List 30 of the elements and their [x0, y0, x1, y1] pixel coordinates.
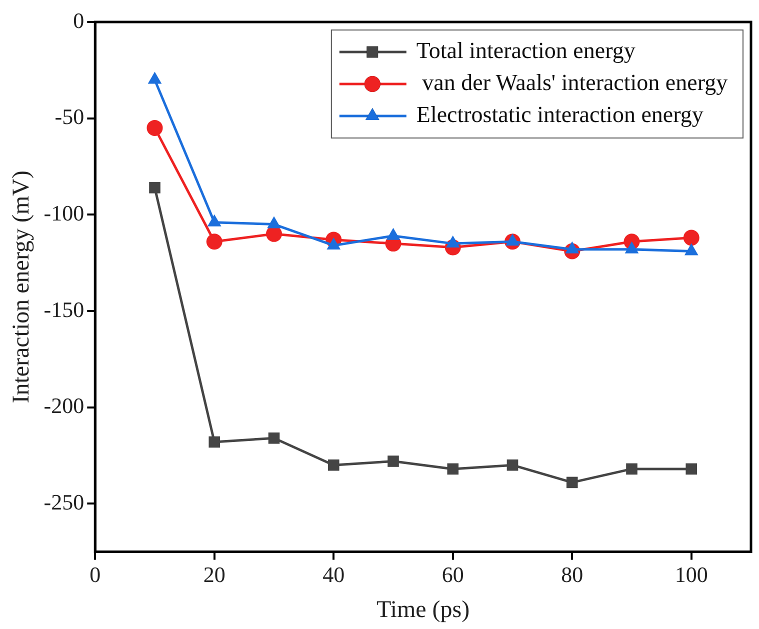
- point: [686, 463, 698, 475]
- legend-label: Total interaction energy: [416, 38, 636, 64]
- legend-label: Electrostatic interaction energy: [416, 102, 704, 128]
- y-tick-label: -50: [54, 104, 84, 130]
- point: [206, 234, 222, 250]
- point: [683, 230, 700, 246]
- point: [506, 459, 518, 471]
- x-tick-label: 0: [90, 562, 101, 587]
- y-axis-title: Interaction energy (mV): [8, 170, 35, 404]
- x-tick-label: 100: [674, 562, 708, 587]
- y-tick-label: 0: [73, 8, 84, 33]
- y-tick-label: -100: [44, 200, 84, 226]
- point: [268, 432, 280, 444]
- y-tick-label: -250: [44, 489, 84, 514]
- x-tick-label: 20: [203, 562, 226, 587]
- legend-label: van der Waals' interaction energy: [416, 70, 728, 96]
- x-tick-label: 80: [561, 562, 584, 587]
- point: [149, 182, 160, 194]
- x-tick-label: 60: [442, 562, 464, 587]
- point: [566, 476, 578, 488]
- point: [388, 456, 399, 467]
- point: [447, 463, 459, 475]
- y-tick-label: -200: [44, 393, 84, 418]
- y-tick-label: -150: [44, 296, 84, 322]
- x-tick-label: 40: [322, 562, 345, 587]
- point: [626, 463, 638, 475]
- point: [328, 459, 340, 471]
- point: [146, 120, 163, 136]
- point: [208, 436, 220, 448]
- x-axis-title: Time (ps): [376, 596, 470, 623]
